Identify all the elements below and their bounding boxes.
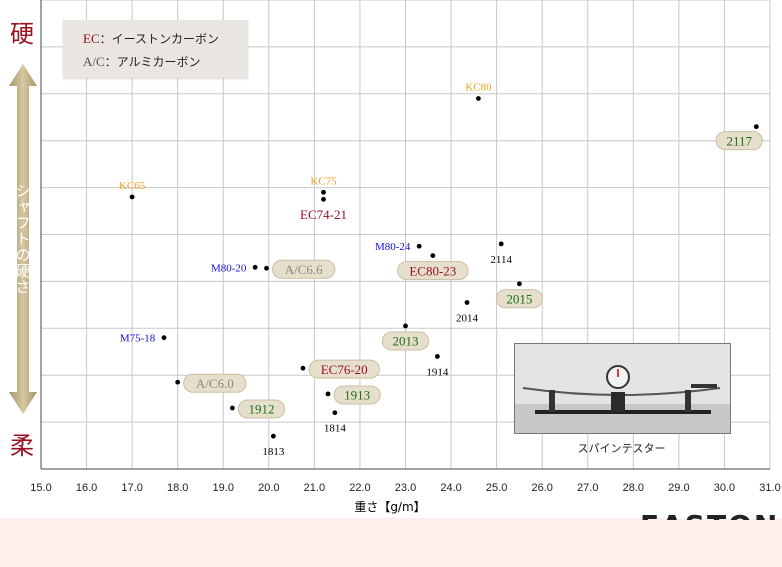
x-tick-label: 21.0	[304, 482, 325, 494]
x-tick-label: 15.0	[30, 482, 51, 494]
photo-caption: スパインテスター	[577, 442, 666, 455]
data-label: KC65	[119, 180, 146, 192]
label-pill-bg	[308, 359, 380, 379]
data-label: KC80	[465, 81, 492, 93]
data-label: 2117	[726, 133, 752, 148]
data-point	[476, 96, 481, 101]
x-tick-label: 30.0	[714, 482, 735, 494]
data-point	[161, 335, 167, 341]
label-pill-bg	[715, 131, 763, 151]
x-tick-label: 28.0	[623, 482, 644, 494]
spine-tester-photo	[514, 343, 731, 434]
x-tick-label: 25.0	[486, 482, 507, 494]
data-label: 1912	[248, 402, 274, 417]
data-label: M80-24	[375, 241, 411, 253]
x-tick-label: 29.0	[668, 482, 689, 494]
label-pill-bg	[381, 331, 430, 351]
label-pill-bg	[495, 289, 544, 309]
label-pill-bg	[237, 399, 286, 419]
legend-item-ec: EC：イーストンカーボン	[83, 30, 219, 47]
data-label: 2015	[506, 291, 532, 306]
x-tick-label: 17.0	[121, 482, 142, 494]
data-label: 2114	[490, 254, 512, 266]
data-point	[325, 391, 331, 397]
label-pill-bg	[397, 261, 469, 281]
x-tick-label: 27.0	[577, 482, 598, 494]
data-point	[517, 281, 522, 287]
stiff-label: 硬	[10, 22, 34, 48]
double-arrow-icon	[9, 64, 37, 414]
x-tick-label: 16.0	[76, 482, 97, 494]
legend-abbr-ac: A/C	[83, 54, 105, 69]
legend-abbr-ec: EC	[83, 31, 100, 46]
data-label: 1913	[344, 388, 370, 403]
data-point	[229, 405, 235, 411]
data-label: A/C6.0	[196, 376, 234, 391]
label-pill-bg	[183, 373, 247, 393]
data-point	[416, 243, 422, 249]
data-label: EC74-21	[300, 207, 347, 222]
data-point	[129, 194, 135, 200]
data-label: 2014	[456, 312, 479, 324]
footer-band	[0, 518, 782, 567]
x-tick-label: 18.0	[167, 482, 188, 494]
data-label: EC76-20	[321, 362, 368, 377]
label-pill-bg	[272, 259, 336, 279]
data-point	[300, 365, 306, 371]
footer-logo: EASTON	[640, 512, 780, 520]
data-point	[430, 253, 436, 259]
data-label: 1814	[324, 423, 347, 435]
data-point	[264, 265, 269, 271]
y-axis-title: シャフトの硬さ	[13, 183, 32, 295]
data-point	[175, 379, 181, 385]
x-tick-label: 23.0	[395, 482, 416, 494]
data-label: A/C6.6	[285, 262, 323, 277]
x-tick-label: 20.0	[258, 482, 279, 494]
data-point	[252, 264, 258, 270]
data-label: KC75	[310, 175, 337, 187]
x-tick-label: 26.0	[531, 482, 552, 494]
spine-tester-image	[515, 344, 730, 433]
data-point	[403, 323, 408, 329]
data-label: 1914	[426, 366, 449, 378]
data-point	[321, 189, 326, 195]
x-tick-label: 24.0	[440, 482, 461, 494]
data-label: EC80-23	[409, 263, 456, 278]
label-pill-bg	[333, 385, 381, 405]
x-tick-label: 19.0	[213, 482, 234, 494]
x-tick-label: 31.0	[759, 482, 780, 494]
footer-logo-text: EASTON	[640, 512, 780, 520]
data-point	[270, 433, 276, 439]
x-tick-label: 22.0	[349, 482, 370, 494]
legend-box: EC：イーストンカーボン A/C：アルミカーボン	[63, 20, 248, 78]
data-label: M75-18	[120, 333, 156, 345]
stiffness-arrow: シャフトの硬さ	[9, 64, 37, 414]
data-point	[753, 124, 759, 130]
data-point	[332, 410, 338, 416]
soft-label: 柔	[10, 434, 34, 460]
legend-item-ac: A/C：アルミカーボン	[83, 53, 201, 70]
data-label: M80-20	[211, 262, 247, 274]
data-point	[498, 241, 504, 247]
data-point	[464, 300, 470, 305]
legend-desc-ac: ：アルミカーボン	[104, 55, 201, 69]
data-label: 2013	[393, 334, 419, 349]
data-label: 1813	[262, 446, 285, 458]
x-axis-title: 重さ【g/m】	[354, 500, 426, 514]
data-point	[321, 196, 326, 202]
legend-desc-ec: ：イーストンカーボン	[99, 32, 220, 46]
data-point	[434, 354, 440, 359]
